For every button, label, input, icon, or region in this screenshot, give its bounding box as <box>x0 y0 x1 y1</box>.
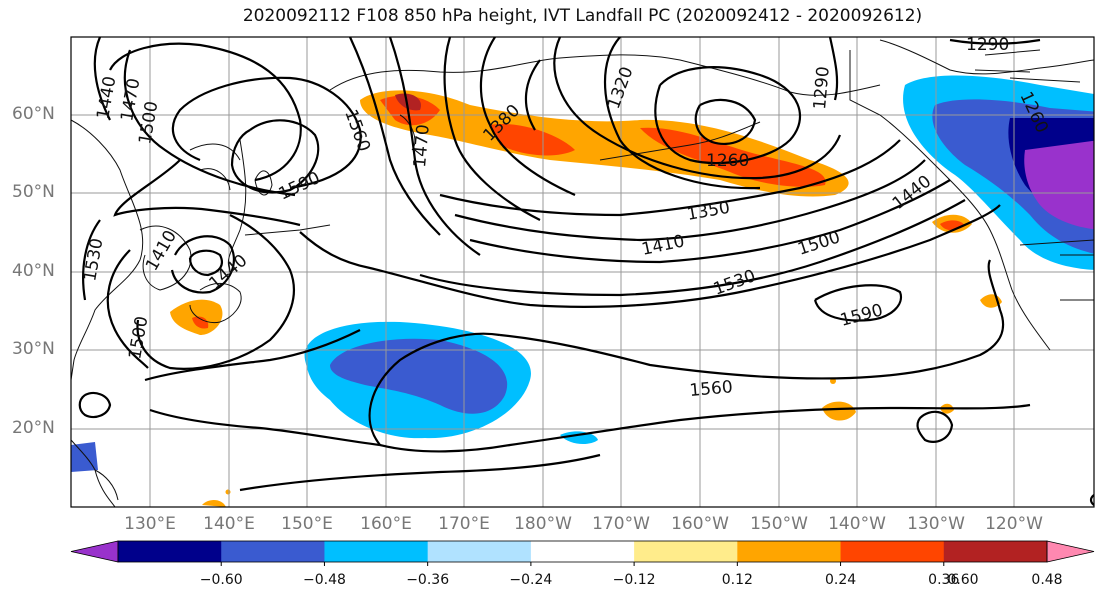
colorbar-tick-label: 0.12 <box>721 572 753 588</box>
lon-label: 180°W <box>514 514 572 534</box>
colorbar-cell <box>737 541 842 562</box>
lon-label: 150°W <box>750 514 808 534</box>
lat-label: 60°N <box>12 104 55 124</box>
colorbar-cell <box>427 541 532 562</box>
colorbar-cell <box>221 541 325 562</box>
lon-label: 170°E <box>438 514 490 534</box>
colorbar-tick-label: −0.12 <box>612 572 656 588</box>
lat-label: 30°N <box>12 339 55 359</box>
ivt-shading <box>71 75 1094 507</box>
lon-label: 120°W <box>985 514 1043 534</box>
lon-label: 140°E <box>203 514 255 534</box>
colorbar-tick-label: 0.60 <box>947 572 979 588</box>
colorbar-cell <box>840 541 945 562</box>
lon-label: 140°W <box>828 514 886 534</box>
colorbar-extension-low <box>70 540 119 563</box>
contour-label: 1260 <box>706 151 749 171</box>
colorbar-tick-label: 0.24 <box>824 572 857 588</box>
colorbar-cell <box>634 541 738 562</box>
colorbar-tick-label: −0.36 <box>406 572 450 588</box>
colorbar-extension-high <box>1046 540 1095 563</box>
colorbar-cell <box>530 541 635 562</box>
contour-label: 1290 <box>966 35 1009 55</box>
height-contours <box>78 37 1094 506</box>
map-title: 2020092112 F108 850 hPa height, IVT Land… <box>242 6 923 26</box>
lat-label: 20°N <box>12 418 55 438</box>
colorbar-frame <box>117 540 1048 563</box>
contour-label: 1290 <box>810 66 834 111</box>
colorbar-tick-label: 0.36 <box>928 572 960 588</box>
colorbar-segments <box>70 540 1095 563</box>
colorbar-tick-label: −0.60 <box>199 572 243 588</box>
lon-label: 170°W <box>592 514 650 534</box>
colorbar-cell <box>118 541 222 562</box>
lon-label: 130°E <box>124 514 176 534</box>
colorbar-tick-label: −0.48 <box>302 572 346 588</box>
colorbar-tick-label: 0.48 <box>1031 572 1063 588</box>
lon-label: 160°W <box>671 514 729 534</box>
graticule <box>71 37 1094 507</box>
colorbar-cell <box>324 541 429 562</box>
contour-label: 1470 <box>410 124 434 169</box>
lat-label: 40°N <box>12 261 55 281</box>
lon-label: 150°E <box>281 514 333 534</box>
lon-label: 130°W <box>907 514 965 534</box>
contour-label: 1560 <box>689 377 734 401</box>
colorbar-cell <box>943 541 1048 562</box>
colorbar-tick-label: −0.24 <box>509 572 553 588</box>
lon-label: 160°E <box>360 514 412 534</box>
map-frame <box>70 36 1095 508</box>
lat-label: 50°N <box>12 182 55 202</box>
